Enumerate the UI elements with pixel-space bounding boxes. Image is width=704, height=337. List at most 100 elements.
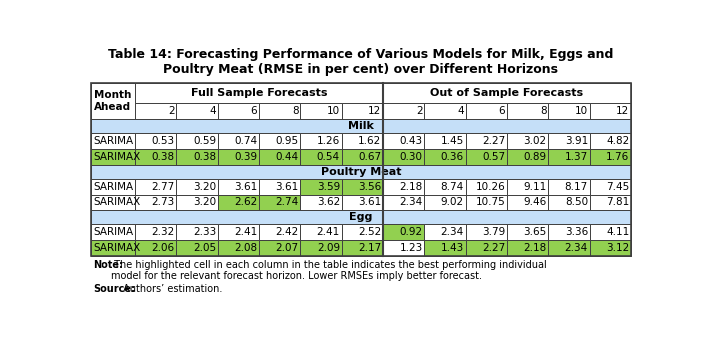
Text: Poultry Meat: Poultry Meat (320, 167, 401, 177)
Text: 3.61: 3.61 (358, 197, 382, 207)
Text: 0.67: 0.67 (358, 152, 382, 162)
Text: 8.74: 8.74 (441, 182, 464, 192)
Bar (259, 103, 301, 119)
Text: 1.37: 1.37 (565, 152, 588, 162)
Bar (341, 240, 383, 256)
Text: 3.56: 3.56 (358, 182, 382, 192)
Text: 3.65: 3.65 (523, 227, 546, 237)
Text: 0.57: 0.57 (482, 152, 505, 162)
Bar (548, 179, 589, 194)
Bar (548, 133, 589, 149)
Bar (91, 165, 631, 179)
Text: 1.23: 1.23 (399, 243, 422, 253)
Text: 4.82: 4.82 (606, 136, 629, 146)
Bar (425, 240, 465, 256)
Bar (218, 133, 259, 149)
Bar (91, 119, 631, 133)
Bar (589, 149, 631, 165)
Text: 7.45: 7.45 (606, 182, 629, 192)
Text: SARIMAX: SARIMAX (93, 152, 140, 162)
Text: 0.95: 0.95 (275, 136, 298, 146)
Bar (135, 240, 176, 256)
Bar (507, 224, 548, 240)
Text: 0.44: 0.44 (275, 152, 298, 162)
Bar (259, 194, 301, 210)
Text: 3.61: 3.61 (234, 182, 258, 192)
Bar (301, 179, 341, 194)
Bar (135, 179, 176, 194)
Text: Table 14: Forecasting Performance of Various Models for Milk, Eggs and
Poultry M: Table 14: Forecasting Performance of Var… (108, 48, 613, 76)
Text: 0.89: 0.89 (524, 152, 546, 162)
Bar (218, 179, 259, 194)
Bar (91, 210, 631, 224)
Text: 3.79: 3.79 (482, 227, 505, 237)
Text: 2.41: 2.41 (234, 227, 258, 237)
Bar (176, 224, 218, 240)
Text: 1.26: 1.26 (317, 136, 340, 146)
Text: Milk: Milk (348, 121, 374, 131)
Bar (176, 194, 218, 210)
Text: 12: 12 (616, 106, 629, 116)
Bar (176, 240, 218, 256)
Bar (383, 103, 425, 119)
Text: 6: 6 (498, 106, 505, 116)
Text: 4: 4 (458, 106, 464, 116)
Bar (176, 179, 218, 194)
Text: 2.52: 2.52 (358, 227, 382, 237)
Bar (383, 149, 425, 165)
Text: 0.38: 0.38 (193, 152, 216, 162)
Bar (507, 133, 548, 149)
Text: Month
Ahead: Month Ahead (94, 90, 132, 112)
Text: 2.77: 2.77 (151, 182, 175, 192)
Text: 0.53: 0.53 (151, 136, 175, 146)
Bar (341, 179, 383, 194)
Text: 8.50: 8.50 (565, 197, 588, 207)
Text: 0.54: 0.54 (317, 152, 340, 162)
Bar (301, 194, 341, 210)
Text: 10.75: 10.75 (475, 197, 505, 207)
Text: 2.07: 2.07 (275, 243, 298, 253)
Text: 9.11: 9.11 (523, 182, 546, 192)
Bar (548, 224, 589, 240)
Text: Egg: Egg (349, 212, 372, 222)
Text: 1.43: 1.43 (441, 243, 464, 253)
Text: 1.76: 1.76 (606, 152, 629, 162)
Text: SARIMA: SARIMA (93, 136, 133, 146)
Bar (589, 240, 631, 256)
Bar (589, 224, 631, 240)
Text: 2.33: 2.33 (193, 227, 216, 237)
Text: 3.61: 3.61 (275, 182, 298, 192)
Text: 10.26: 10.26 (475, 182, 505, 192)
Text: 2.18: 2.18 (523, 243, 546, 253)
Text: 0.59: 0.59 (193, 136, 216, 146)
Bar (507, 179, 548, 194)
Text: 2.34: 2.34 (399, 197, 422, 207)
Text: 2.05: 2.05 (193, 243, 216, 253)
Bar (135, 103, 176, 119)
Bar (383, 240, 425, 256)
Bar (425, 133, 465, 149)
Text: 3.59: 3.59 (317, 182, 340, 192)
Text: 2.09: 2.09 (317, 243, 340, 253)
Bar (425, 149, 465, 165)
Text: 3.20: 3.20 (193, 197, 216, 207)
Bar (218, 149, 259, 165)
Bar (341, 194, 383, 210)
Text: 2.32: 2.32 (151, 227, 175, 237)
Bar (301, 240, 341, 256)
Text: SARIMA: SARIMA (93, 227, 133, 237)
Text: 10: 10 (574, 106, 588, 116)
Text: 0.36: 0.36 (441, 152, 464, 162)
Text: Out of Sample Forecasts: Out of Sample Forecasts (430, 88, 584, 98)
Bar (507, 149, 548, 165)
Bar (548, 149, 589, 165)
Bar (259, 133, 301, 149)
Bar (91, 83, 135, 119)
Text: 2.74: 2.74 (275, 197, 298, 207)
Bar (301, 103, 341, 119)
Text: The highlighted cell in each column in the table indicates the best performing i: The highlighted cell in each column in t… (111, 260, 547, 281)
Text: 8: 8 (292, 106, 298, 116)
Bar (301, 224, 341, 240)
Text: 2.42: 2.42 (275, 227, 298, 237)
Bar (383, 194, 425, 210)
